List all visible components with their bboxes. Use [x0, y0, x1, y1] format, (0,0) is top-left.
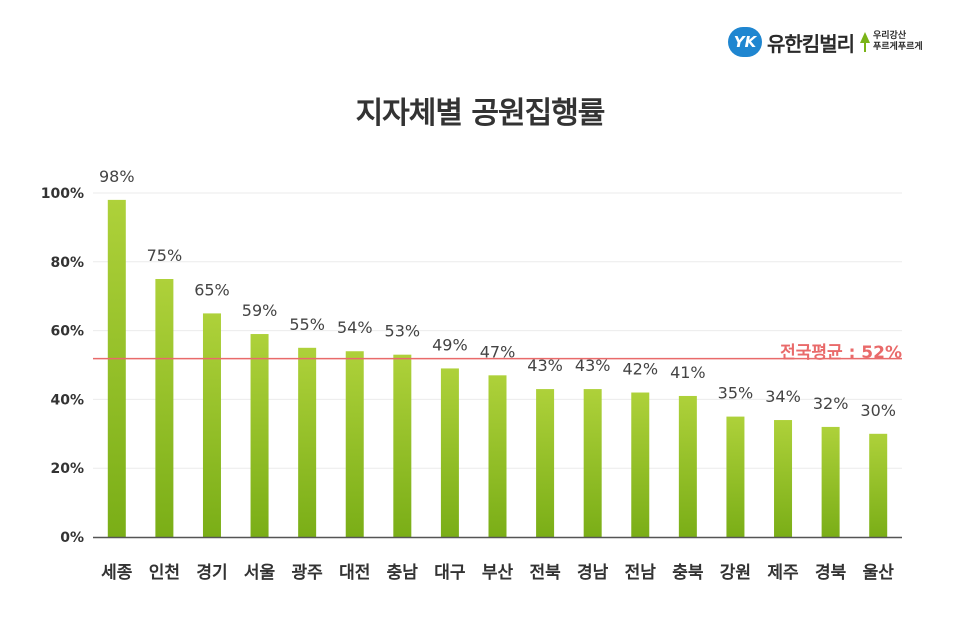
data-label: 65% [194, 280, 230, 299]
reference-line-label: 전국평균 : 52% [780, 343, 902, 363]
y-axis-ticks: 0% 20% 40% 60% 80% 100% [41, 186, 84, 546]
category-label: 광주 [292, 563, 324, 583]
y-tick-label: 60% [50, 324, 84, 340]
slogan-line-1: 우리강산 [873, 31, 907, 41]
data-label: 54% [337, 318, 373, 337]
data-label: 32% [813, 394, 849, 413]
data-label: 43% [575, 356, 611, 375]
category-label: 부산 [482, 563, 514, 583]
bar [155, 279, 174, 537]
y-tick-label: 0% [60, 530, 84, 546]
data-label: 47% [480, 342, 516, 361]
bar [631, 392, 650, 537]
data-label: 34% [765, 387, 801, 406]
brand-name: 유한킴벌리 [767, 31, 855, 56]
bar [440, 368, 459, 537]
bar [536, 389, 555, 537]
category-labels: 세종 인천 경기 서울 광주 대전 충남 대구 부산 전북 경남 전남 충북 강원 제주 경북 울산 [101, 563, 894, 583]
data-label: 41% [670, 363, 706, 382]
bar [726, 416, 745, 537]
reference-line-group: 전국평균 : 52% [93, 343, 902, 363]
brand-logo: YK 유한킴벌리 우리강산 푸르게푸르게 [728, 24, 938, 60]
bar [678, 395, 697, 537]
data-label: 55% [289, 315, 325, 334]
category-label: 전남 [625, 563, 657, 583]
chart-title: 지자체별 공원집행률 [355, 96, 606, 131]
slogan-line-2: 푸르게푸르게 [873, 42, 923, 52]
category-label: 강원 [720, 563, 751, 583]
category-label: 충남 [387, 563, 419, 583]
bar [107, 199, 126, 537]
bar [774, 420, 793, 537]
category-label: 대전 [339, 563, 370, 583]
category-label: 경기 [196, 563, 227, 583]
bar [488, 375, 507, 537]
bar [583, 389, 602, 537]
data-label: 30% [860, 401, 896, 420]
bars [107, 199, 888, 537]
category-label: 서울 [244, 563, 276, 583]
data-label: 98% [99, 167, 135, 186]
brand-slogan: 우리강산 푸르게푸르게 [873, 31, 923, 53]
bar [250, 334, 269, 537]
bar [821, 426, 840, 537]
data-label: 42% [622, 360, 658, 379]
y-tick-label: 20% [50, 461, 84, 477]
data-label: 35% [718, 384, 754, 403]
bar [393, 354, 412, 537]
bar [345, 351, 364, 537]
bar [202, 313, 221, 537]
y-tick-label: 40% [50, 392, 84, 408]
data-label: 75% [147, 246, 183, 265]
category-label: 경북 [815, 563, 847, 583]
category-label: 충북 [672, 563, 704, 583]
y-tick-label: 80% [50, 255, 84, 271]
category-label: 대구 [434, 563, 466, 583]
category-label: 전북 [529, 563, 561, 583]
data-labels: 98% 75% 65% 59% 55% 54% 53% 49% 47% 43% 43% 42% 41% 3… [99, 167, 896, 420]
y-tick-label: 100% [41, 186, 84, 202]
data-label: 43% [527, 356, 563, 375]
category-label: 세종 [101, 563, 133, 583]
bar [869, 433, 888, 537]
category-label: 경남 [577, 563, 609, 583]
tree-icon [860, 32, 870, 52]
category-label: 제주 [767, 563, 799, 583]
data-label: 59% [242, 301, 278, 320]
data-label: 53% [385, 322, 421, 341]
data-label: 49% [432, 335, 468, 354]
category-label: 울산 [863, 563, 895, 583]
brand-mark-icon: YK [728, 27, 762, 57]
category-label: 인천 [149, 563, 180, 583]
bar [298, 347, 317, 537]
